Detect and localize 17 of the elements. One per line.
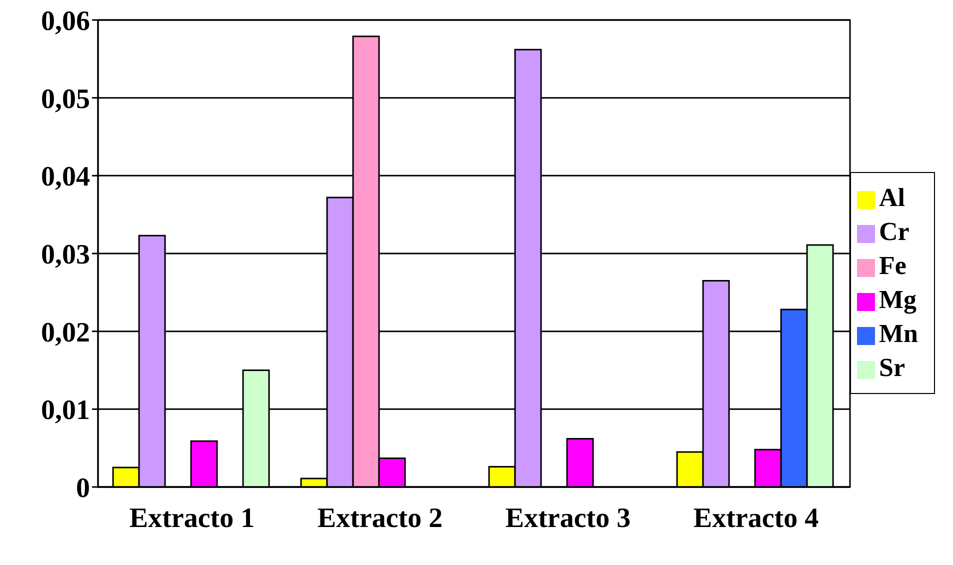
legend-label: Fe — [879, 250, 906, 280]
y-tick-label: 0 — [76, 472, 90, 504]
y-tick-label: 0,06 — [41, 6, 90, 37]
y-tick-label: 0,03 — [41, 239, 90, 270]
x-tick-label: Extracto 2 — [317, 502, 443, 534]
legend-label: Al — [879, 182, 905, 212]
x-tick-label: Extracto 1 — [129, 502, 255, 534]
y-tick-label: 0,05 — [41, 84, 90, 115]
legend-label: Sr — [879, 352, 905, 382]
y-tick-label: 0,01 — [41, 395, 90, 426]
y-tick-label: 0,04 — [41, 162, 90, 193]
legend-label: Mg — [879, 284, 917, 314]
x-tick-label: Extracto 3 — [505, 502, 631, 534]
legend-label: Mn — [879, 318, 918, 348]
legend-label: Cr — [879, 216, 910, 246]
y-tick-label: 0,02 — [41, 317, 90, 348]
x-tick-label: Extracto 4 — [693, 502, 819, 534]
